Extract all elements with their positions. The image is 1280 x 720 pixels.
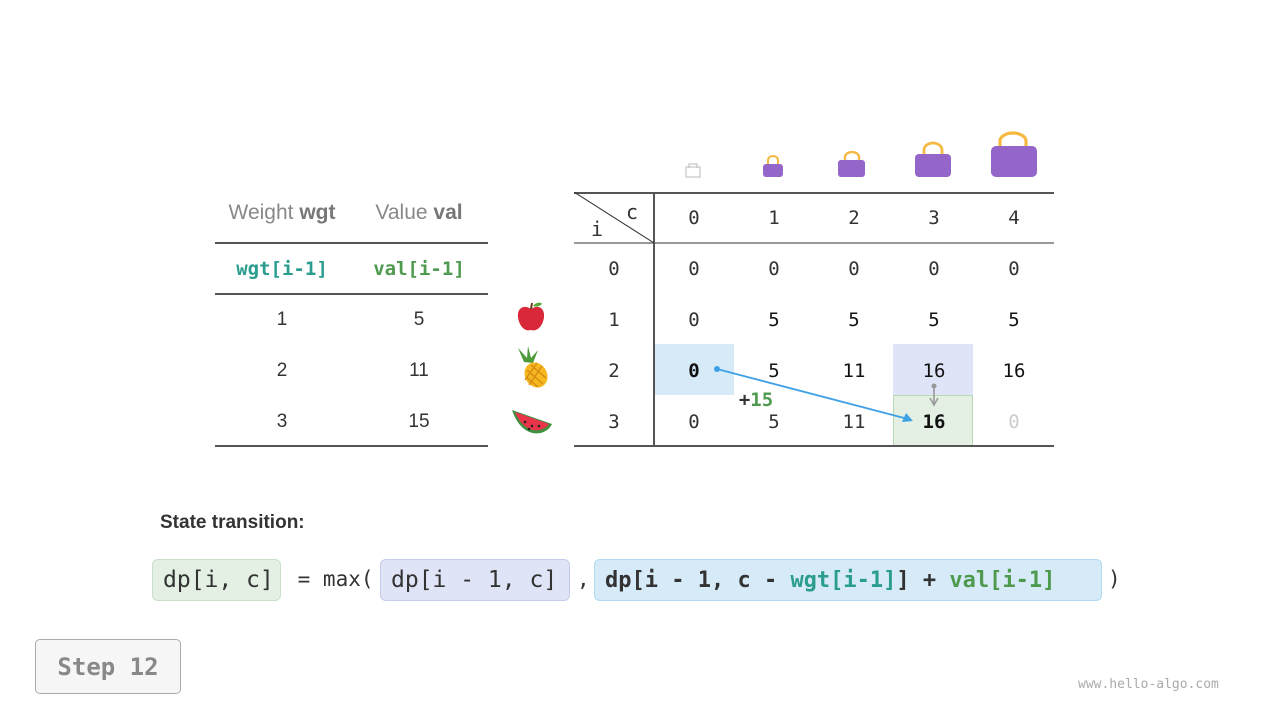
formula-wgt: wgt[i-1] [790,567,897,593]
col-header: 1 [768,206,780,229]
dp-cell: 0 [768,257,780,280]
value-header: Value val [375,201,463,224]
bag-icon-1 [763,155,783,177]
divider [215,242,488,244]
row-header: 2 [608,359,620,382]
dp-cell: 0 [1008,410,1020,433]
value-annotation: +15 [738,389,774,411]
blue-arrow-head [902,413,913,422]
table-bottom-border [574,445,1054,447]
corner-diagonal [574,192,654,244]
dp-cell: 0 [688,257,700,280]
blue-arrow [716,368,909,420]
dp-cell: 16 [1002,359,1026,382]
weight-cell: 2 [276,360,288,381]
wgt-subheader: wgt[i-1] [236,258,328,280]
apple-icon [517,302,545,331]
dp-cell: 5 [768,308,780,331]
divider [215,293,488,295]
table-header-border [574,242,1054,244]
dp-cell: 5 [1008,308,1020,331]
formula-option-1: dp[i - 1, c] [380,559,570,601]
watermark: www.hello-algo.com [1078,677,1219,692]
formula-comma: , [577,567,590,591]
bag-icon-empty [685,163,701,178]
formula-lhs: dp[i, c] [152,559,281,601]
formula-eq-max: = max( [285,567,374,591]
val-subheader: val[i-1] [373,258,465,280]
value-cell: 15 [408,411,430,432]
dp-cell: 16 [922,410,946,433]
weight-header: Weight wgt [228,201,336,224]
row-header: 3 [608,410,620,433]
dp-cell: 16 [922,359,946,382]
col-header: 4 [1008,206,1020,229]
bag-icon-2 [838,150,865,177]
formula-close: ) [1108,567,1121,591]
row-header: 1 [608,308,620,331]
dp-cell: 0 [928,257,940,280]
dp-cell: 5 [928,308,940,331]
formula-title: State transition: [160,512,305,533]
col-header: 2 [848,206,860,229]
value-cell: 11 [409,360,429,381]
dp-cell: 5 [768,359,780,382]
bag-icon-4 [991,131,1037,177]
dp-cell: 5 [848,308,860,331]
dp-cell: 11 [842,410,866,433]
col-header: 0 [688,206,700,229]
value-cell: 5 [413,309,425,330]
dp-cell: 0 [848,257,860,280]
formula-part: dp[i - 1, c - [605,567,791,593]
table-vertical-border [653,192,655,446]
dp-cell: 0 [1008,257,1020,280]
dp-cell: 11 [842,359,866,382]
weight-cell: 1 [276,309,288,330]
weight-cell: 3 [276,411,288,432]
pineapple-icon [518,346,548,388]
step-button[interactable]: Step 12 [35,639,181,694]
dp-cell: 0 [688,410,700,433]
corner-col-label: c [625,200,639,224]
formula-option-2: dp[i - 1, c - wgt[i-1]] + val[i-1] [594,559,1102,601]
gray-arrow-head [929,397,939,407]
dp-cell: 0 [688,308,700,331]
bag-icon-3 [915,141,951,177]
formula-val: val[i-1] [949,567,1056,593]
divider [215,445,488,447]
col-header: 3 [928,206,940,229]
formula-part: ] + [896,567,950,593]
watermelon-icon [512,410,552,434]
dp-cell: 5 [768,410,780,433]
dp-cell: 0 [688,359,700,382]
row-header: 0 [608,257,620,280]
table-top-border [574,192,1054,194]
corner-row-label: i [590,217,604,241]
